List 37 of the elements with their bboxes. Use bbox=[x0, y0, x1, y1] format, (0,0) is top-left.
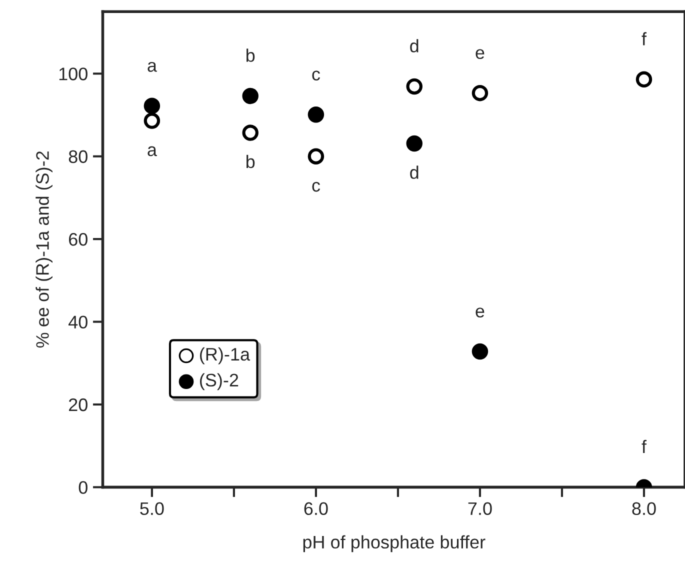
point bbox=[242, 124, 258, 141]
legend-label: (R)-1a bbox=[200, 347, 250, 364]
annotation: b bbox=[246, 154, 255, 168]
y-tick-label: 60 bbox=[69, 232, 88, 246]
annotation: c bbox=[312, 182, 320, 192]
y-tick-label: 0 bbox=[78, 481, 88, 494]
point bbox=[144, 112, 160, 129]
annotation: f bbox=[642, 32, 647, 46]
point bbox=[472, 343, 488, 360]
point bbox=[406, 135, 422, 152]
x-tick-label: 7.0 bbox=[468, 502, 492, 516]
annotation: d bbox=[410, 166, 418, 179]
point bbox=[308, 148, 324, 164]
y-tick-label: 40 bbox=[68, 316, 88, 328]
x-axis-title: pH of phosphate buffer bbox=[303, 535, 486, 552]
y-axis-title: % ee of (R)-1a and (S)-2 bbox=[36, 151, 52, 348]
point bbox=[308, 106, 324, 123]
y-tick-label: 100 bbox=[59, 68, 88, 80]
annotation: d bbox=[410, 39, 418, 52]
point bbox=[472, 84, 488, 102]
point bbox=[144, 98, 160, 114]
annotation: e bbox=[476, 308, 484, 318]
y-tick-label: 80 bbox=[68, 150, 88, 164]
legend-label: (S)-2 bbox=[200, 373, 238, 390]
annotation: f bbox=[642, 440, 647, 453]
annotation: a bbox=[148, 146, 157, 156]
annotation: b bbox=[246, 48, 255, 62]
annotation: e bbox=[476, 49, 484, 60]
x-tick-label: 6.0 bbox=[304, 502, 328, 516]
y-tick-label: 20 bbox=[68, 398, 88, 412]
x-tick-label: 8.0 bbox=[632, 502, 656, 516]
point bbox=[636, 71, 652, 88]
point bbox=[406, 78, 422, 95]
annotation: c bbox=[312, 70, 320, 81]
annotation: a bbox=[148, 62, 157, 72]
x-tick-label: 5.0 bbox=[140, 502, 164, 516]
point bbox=[242, 88, 258, 104]
